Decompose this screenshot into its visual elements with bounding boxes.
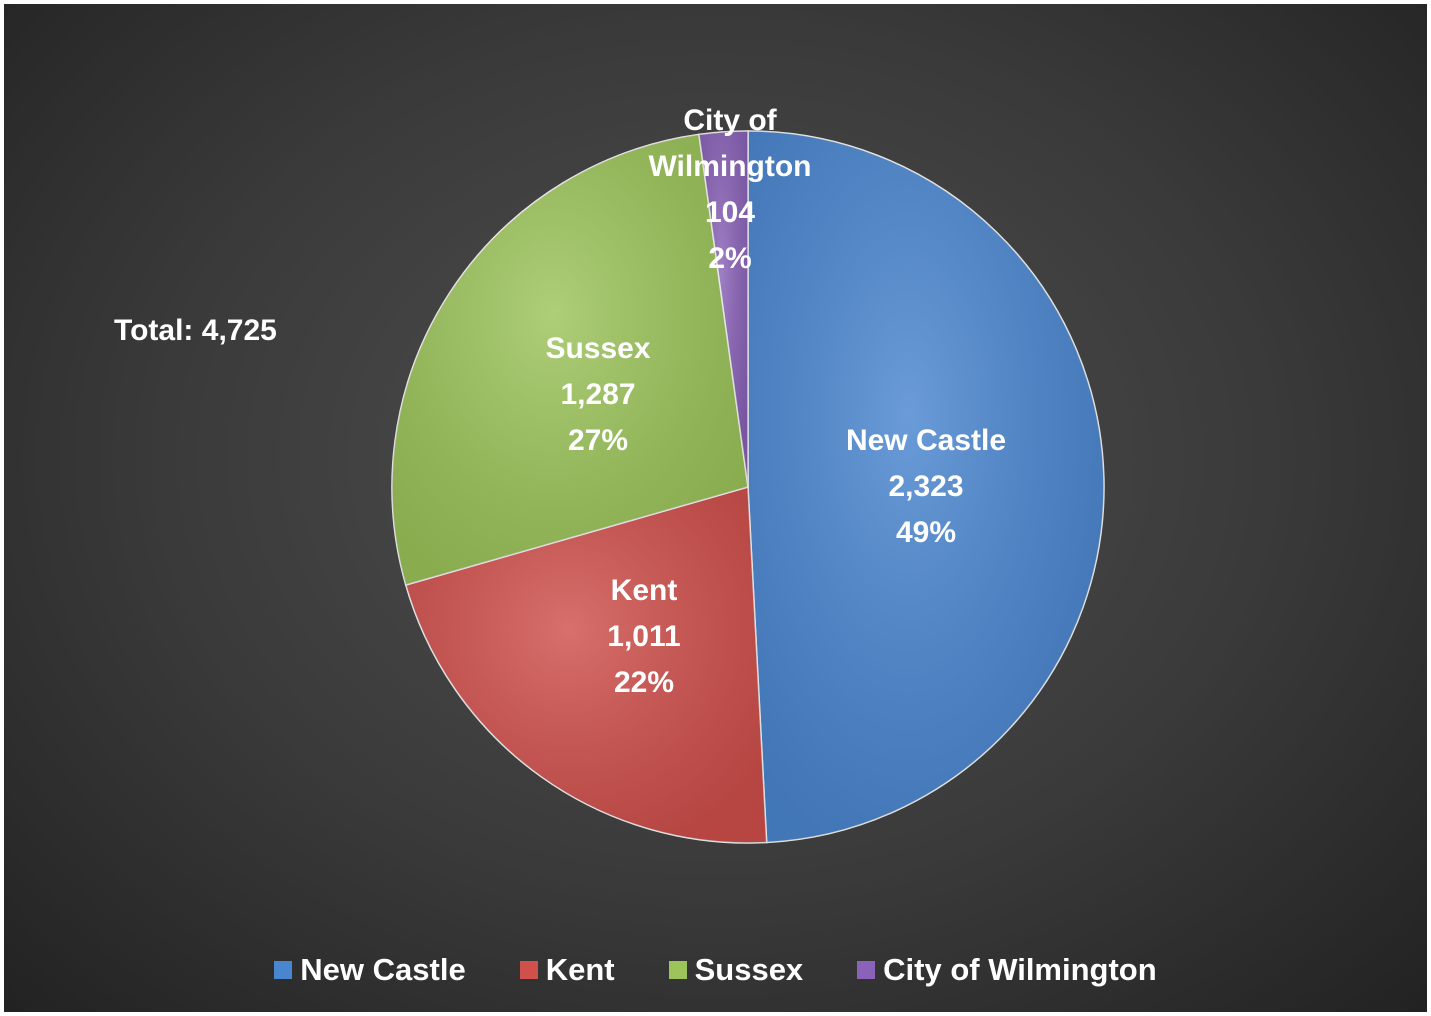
legend-label: Kent (545, 952, 615, 987)
legend-label: City of Wilmington (883, 952, 1157, 987)
chart: Total: 4,725 New Castle Kent Sussex City of… (4, 4, 1427, 1012)
slice-name: City of Wilmington (648, 104, 812, 183)
slice-percent: 27% (567, 424, 629, 457)
slice-value: 2,323 (888, 470, 964, 503)
legend-item: New Castle (274, 952, 466, 988)
slice-value: 1,287 (560, 378, 636, 411)
legend-swatch (857, 961, 876, 979)
legend-item: Kent (519, 952, 615, 988)
legend-swatch (668, 961, 687, 979)
data-label: Kent 1,011 22% (544, 568, 744, 706)
slice-value: 104 (704, 196, 756, 229)
slice-percent: 49% (895, 516, 957, 549)
slice-name: Sussex (545, 332, 651, 365)
legend-swatch (274, 961, 293, 979)
total-annotation: Total: 4,725 (114, 314, 277, 347)
slice-percent: 22% (613, 666, 675, 699)
legend-label: Sussex (694, 952, 804, 987)
legend-swatch (519, 961, 538, 979)
legend-item: Sussex (668, 952, 804, 988)
slice-value: 1,011 (607, 620, 681, 653)
slice-name: Kent (610, 574, 678, 607)
slice-percent: 2% (708, 242, 752, 275)
legend: New Castle Kent Sussex City of Wilmington (4, 952, 1427, 988)
legend-label: New Castle (300, 952, 466, 987)
data-label: City of Wilmington 104 2% (630, 98, 830, 282)
data-label: Sussex 1,287 27% (498, 326, 698, 464)
data-label: New Castle 2,323 49% (796, 418, 1056, 556)
legend-item: City of Wilmington (857, 952, 1157, 988)
slice-name: New Castle (845, 424, 1007, 457)
